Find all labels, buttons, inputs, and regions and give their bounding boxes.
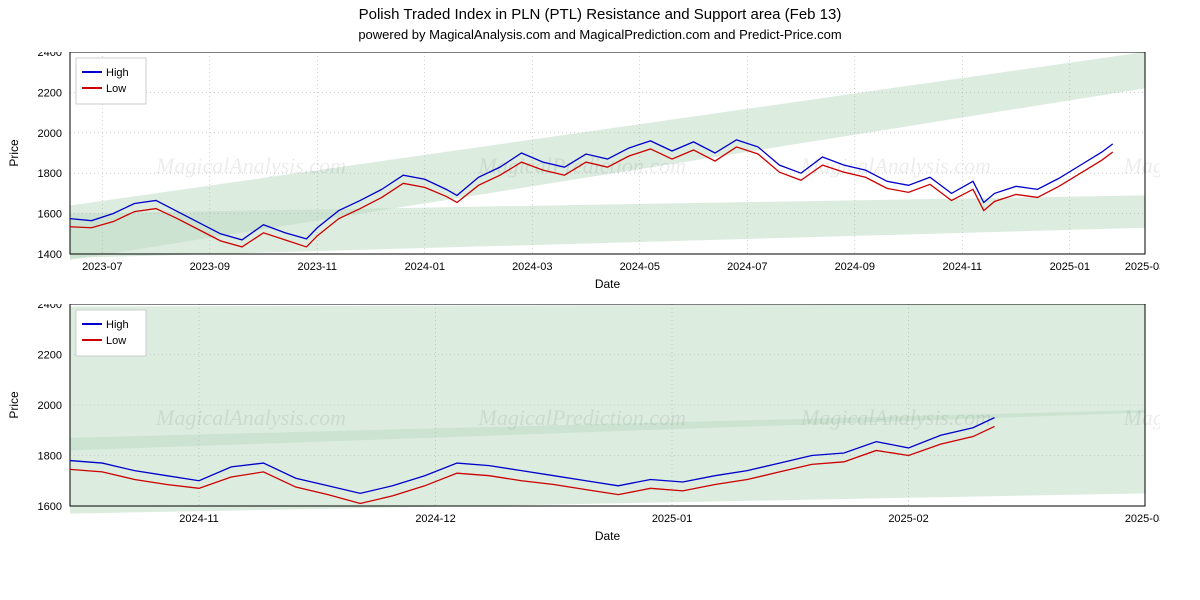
y-tick-label: 1800 <box>38 451 62 463</box>
legend-item-label: Low <box>106 83 126 95</box>
chart-top: 1400160018002000220024002023-072023-0920… <box>0 44 1200 296</box>
legend-item-label: High <box>106 67 129 79</box>
y-tick-label: 2200 <box>38 350 62 362</box>
y-tick-label: 2200 <box>38 87 62 99</box>
y-tick-label: 2000 <box>38 128 62 140</box>
legend-item-label: Low <box>106 335 126 347</box>
chart-subtitle: powered by MagicalAnalysis.com and Magic… <box>0 27 1200 42</box>
watermark: MagicalAnalysis.com <box>155 405 346 430</box>
y-tick-label: 1800 <box>38 168 62 180</box>
y-axis-label: Price <box>7 139 21 167</box>
watermark: MagicalAnalysis.com <box>155 153 346 178</box>
legend-item-label: High <box>106 319 129 331</box>
legend: High Low <box>76 310 146 356</box>
watermark: MagicalAnalysis.com <box>800 153 991 178</box>
watermark: MagicalPrediction.com <box>1123 405 1161 430</box>
chart-bottom: 160018002000220024002024-112024-122025-0… <box>0 296 1200 548</box>
legend: High Low <box>76 58 146 104</box>
watermark: MagicalPrediction.com <box>478 405 687 430</box>
watermark: MagicalAnalysis.com <box>800 405 991 430</box>
y-tick-label: 2000 <box>38 400 62 412</box>
y-axis-label: Price <box>7 391 21 419</box>
chart-title: Polish Traded Index in PLN (PTL) Resista… <box>0 6 1200 23</box>
watermark: MagicalPrediction.com <box>1123 153 1161 178</box>
y-tick-label: 1600 <box>38 209 62 221</box>
